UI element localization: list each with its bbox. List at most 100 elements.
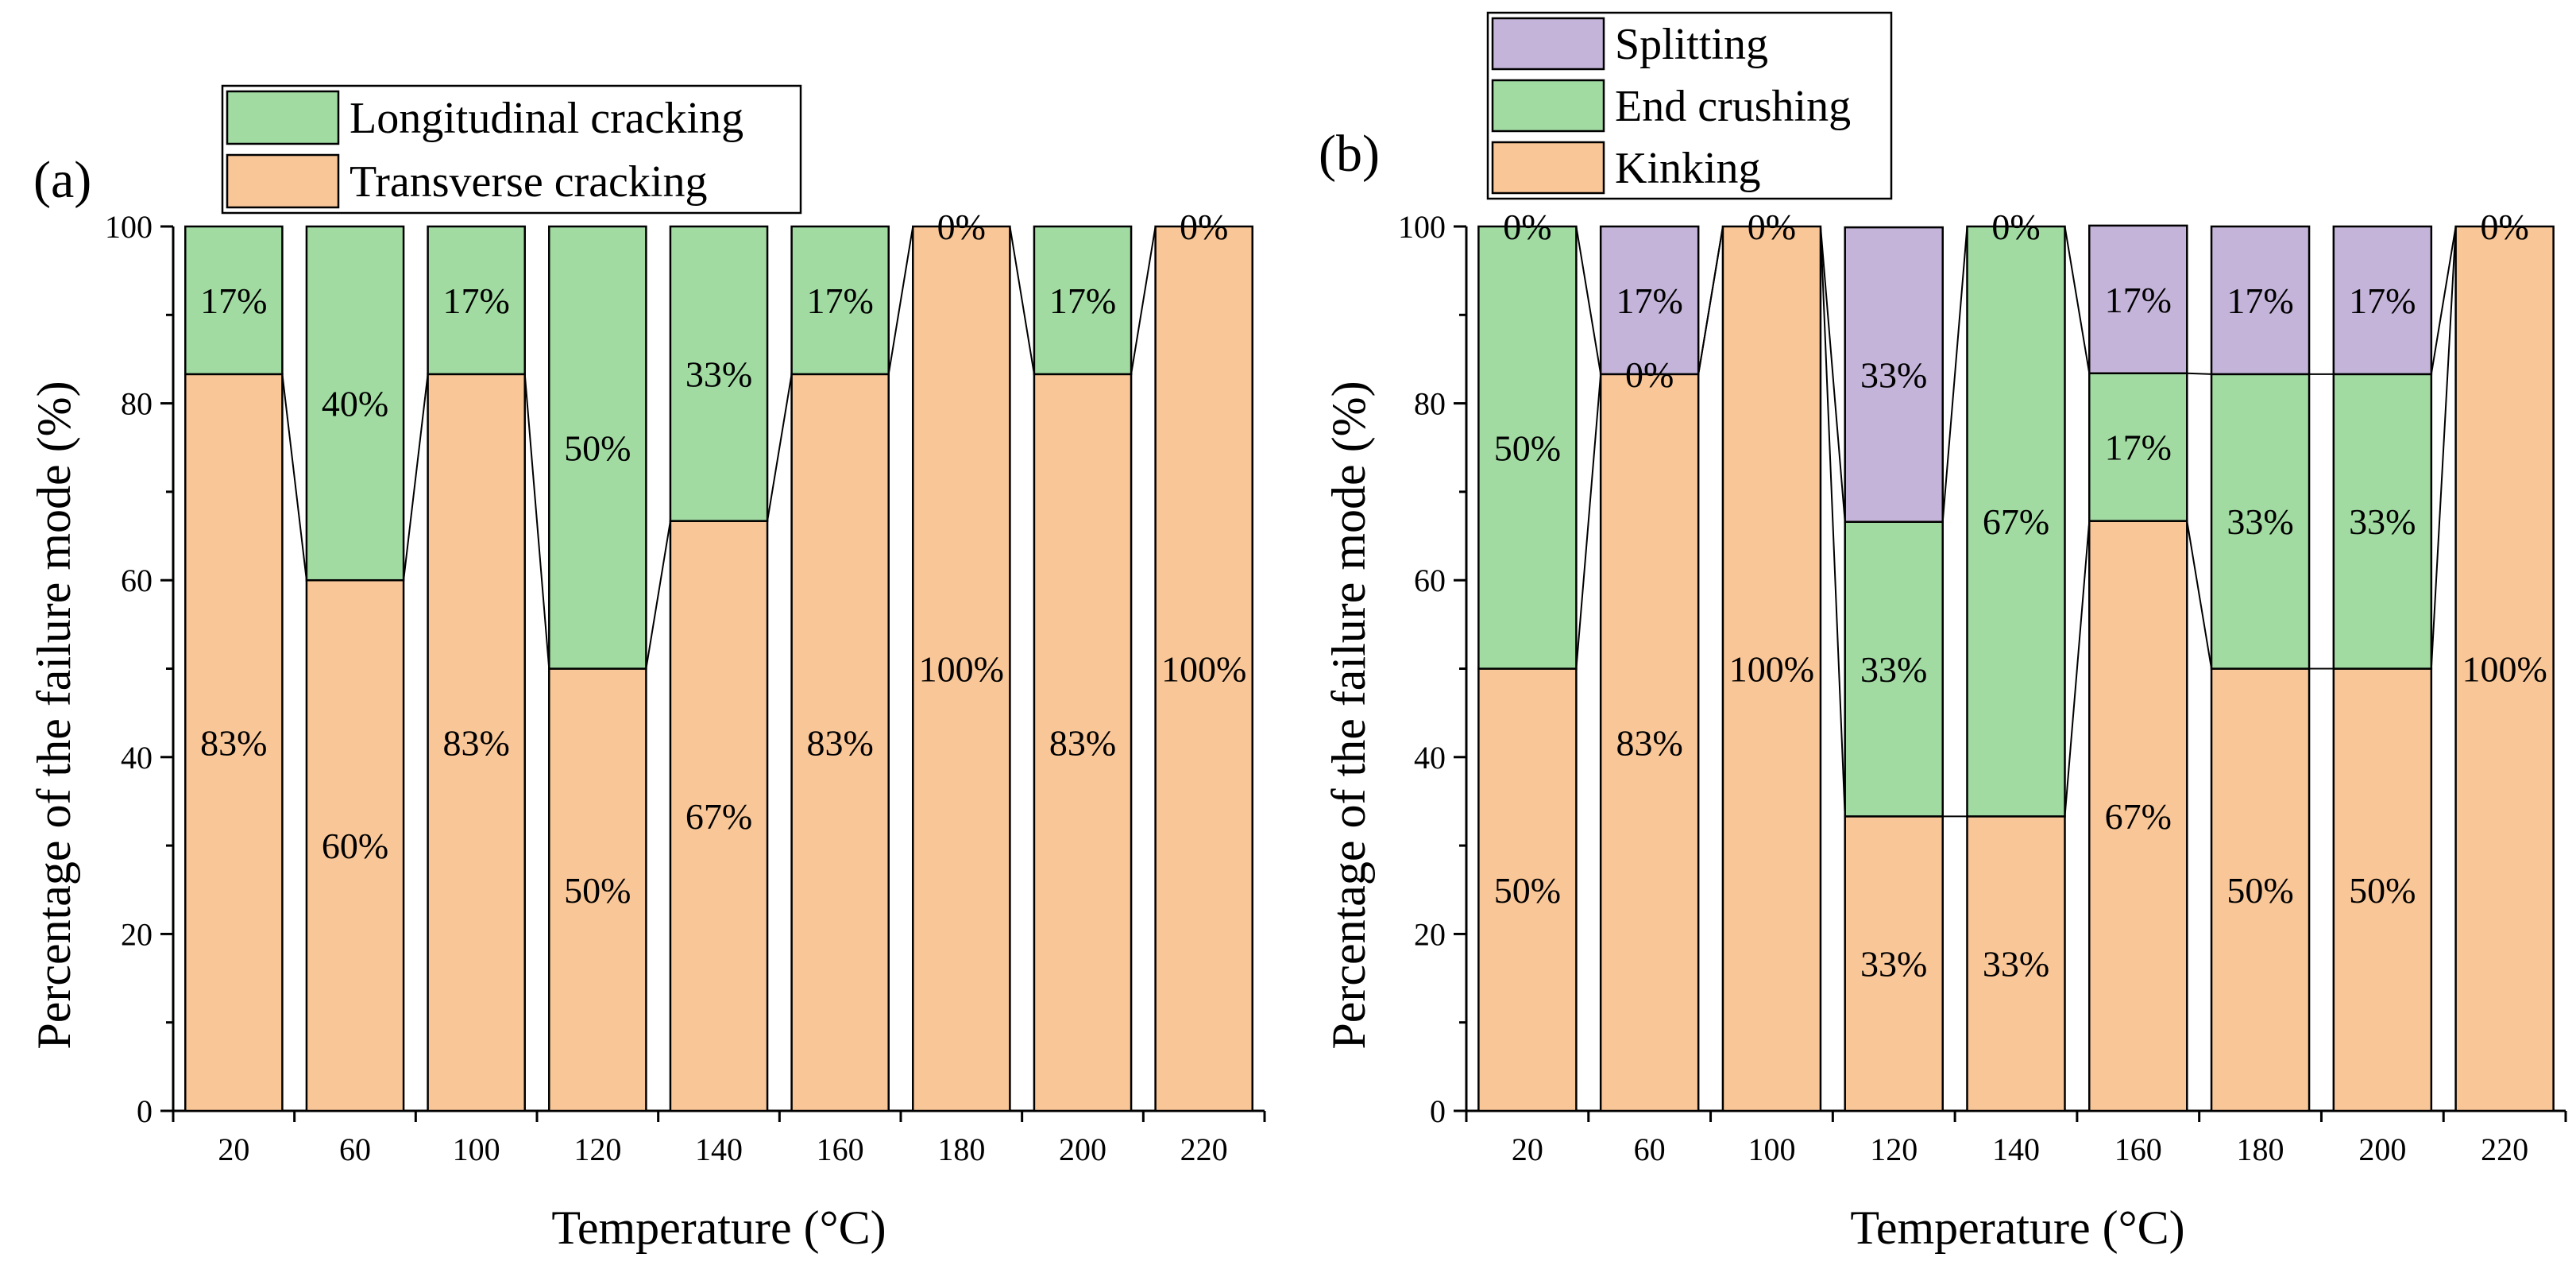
panel-b-x-tick-label: 160 (2114, 1132, 2162, 1167)
panel-a-data-label: 83% (200, 722, 267, 763)
panel-a-data-label: 83% (1049, 722, 1116, 763)
panel-b-data-label: 0% (1503, 207, 1551, 247)
panel-a-connector-line (403, 373, 429, 581)
panel-b-data-label: 0% (1625, 354, 1674, 395)
panel-b-y-tick-label: 100 (1398, 209, 1446, 245)
panel-b-connector-line (2187, 372, 2212, 375)
panel-a-bar-green (305, 225, 405, 582)
panel-b-bar-purple (1844, 226, 1944, 523)
panel-a-connector-line (887, 226, 914, 375)
panel-a-y-tick-label: 80 (121, 386, 153, 422)
panel-b-data-label: 17% (2105, 280, 2172, 320)
panel-b-x-tick-label: 100 (1748, 1132, 1795, 1167)
panel-b-x-tick-label: 220 (2481, 1132, 2528, 1167)
panel-b-connector-line (2064, 226, 2091, 373)
panel-a-connector-line (281, 373, 307, 581)
panel-a-connector-line (645, 520, 671, 669)
panel-b: (b) Splitting End crushing Kinking 0 20 40 60… (1319, 11, 2567, 1254)
panel-b-x-tick-label: 200 (2358, 1132, 2406, 1167)
panel-b-data-label: 0% (2480, 207, 2528, 247)
panel-a-y-tick-label: 100 (105, 209, 153, 245)
panel-b-data-label: 17% (2105, 428, 2172, 468)
panel-b-bar-orange (1477, 667, 1578, 1112)
panel-b-y-tick-label: 40 (1414, 740, 1446, 776)
panel-a-data-label: 17% (807, 280, 874, 321)
panel-a-label: (a) (33, 151, 91, 209)
panel-a-legend: Longitudinal cracking Transverse cracking (221, 84, 802, 215)
panel-b-connector-line (1697, 226, 1724, 375)
panel-a-bar-green (427, 225, 526, 376)
panel-a-connector-line (1130, 226, 1157, 375)
panel-a-connector-line (523, 373, 550, 669)
panel-b-x-tick-label: 180 (2237, 1132, 2284, 1167)
panel-a-data-label: 83% (443, 722, 510, 763)
panel-a-data-label: 60% (322, 826, 388, 866)
panel-a-connector-line (1009, 226, 1035, 375)
panel-b-connector-line (1575, 373, 1602, 669)
panel-a-bar-green (1033, 225, 1133, 376)
panel-b-connector-line (1819, 226, 1846, 817)
panel-a-x-tick-label: 200 (1059, 1132, 1106, 1167)
panel-b-data-label: 33% (1860, 649, 1927, 690)
panel-b-legend-swatch-orange (1491, 141, 1605, 195)
panel-b-data-label: 33% (1860, 944, 1927, 985)
panel-a-connector-line (767, 373, 793, 521)
panel-b-legend-label: End crushing (1615, 82, 1851, 131)
panel-b-connector-line (2430, 226, 2457, 375)
panel-a-bar-orange (669, 520, 769, 1112)
panel-a-bar-green (548, 225, 647, 670)
panel-b-legend: Splitting End crushing Kinking (1486, 11, 1893, 200)
panel-b-data-label: 50% (1494, 428, 1561, 468)
panel-a-data-label: 83% (807, 722, 874, 763)
panel-b-data-label: 100% (1729, 649, 1814, 690)
panel-a: (a) Longitudinal cracking Transverse crac… (28, 84, 1266, 1254)
panel-a-bar-green (790, 225, 890, 376)
panel-b-legend-label: Kinking (1615, 144, 1761, 193)
panel-b-bar-orange (2210, 667, 2311, 1112)
panel-a-y-tick-label: 60 (121, 563, 153, 598)
panel-b-bar-orange (2088, 520, 2188, 1112)
panel-b-bar-green (2210, 373, 2311, 670)
panel-a-x-tick-label: 180 (937, 1132, 985, 1167)
panel-b-x-tick-label: 60 (1634, 1132, 1666, 1167)
panel-a-legend-label: Transverse cracking (350, 157, 707, 207)
panel-b-data-label: 67% (1983, 501, 2049, 542)
panel-b-bar-purple (2210, 225, 2311, 376)
panel-b-bar-purple (1599, 225, 1700, 376)
panel-a-y-tick-label: 0 (137, 1093, 153, 1129)
panel-a-bar-orange (1154, 225, 1253, 1112)
panel-b-connector-line (2430, 226, 2457, 669)
panel-a-x-tick-label: 140 (695, 1132, 743, 1167)
panel-b-bar-purple (2332, 225, 2433, 376)
panel-b-legend-label: Splitting (1615, 20, 1768, 69)
panel-a-data-label: 17% (200, 280, 267, 321)
panel-b-data-label: 67% (2105, 796, 2172, 837)
panel-a-data-label: 50% (564, 428, 631, 468)
panel-b-data-label: 17% (2349, 280, 2416, 321)
panel-b-data-label: 100% (2462, 649, 2547, 690)
panel-a-plot: 0 20 40 60 80 100 20 60 100 120 140 160 180 200 220 83%… (105, 207, 1266, 1167)
panel-a-x-tick-label: 60 (339, 1132, 371, 1167)
panel-b-x-tick-label: 120 (1870, 1132, 1918, 1167)
panel-b-bar-orange (1966, 815, 2066, 1112)
panel-b-data-label: 50% (1494, 870, 1561, 911)
panel-b-bar-green (2332, 373, 2433, 670)
panel-b-bar-purple (2088, 224, 2188, 375)
panel-a-bar-green (669, 225, 769, 522)
panel-a-bar-orange (548, 667, 647, 1112)
panel-a-data-label: 33% (686, 354, 752, 394)
panel-b-data-label: 17% (1616, 280, 1683, 321)
panel-a-legend-swatch-orange (226, 153, 340, 209)
panel-a-data-label: 17% (443, 280, 510, 321)
panel-b-label: (b) (1319, 125, 1380, 183)
panel-b-data-label: 0% (1748, 207, 1796, 247)
panel-b-data-label: 83% (1616, 722, 1683, 763)
panel-b-data-label: 33% (1983, 944, 2049, 985)
panel-a-x-axis-title: Temperature (°C) (551, 1201, 886, 1254)
panel-a-data-label: 0% (1180, 207, 1228, 247)
panel-a-legend-swatch-green (226, 90, 340, 145)
panel-a-x-tick-label: 100 (453, 1132, 500, 1167)
panel-b-y-tick-label: 0 (1430, 1093, 1446, 1129)
panel-a-data-label: 100% (919, 649, 1004, 690)
